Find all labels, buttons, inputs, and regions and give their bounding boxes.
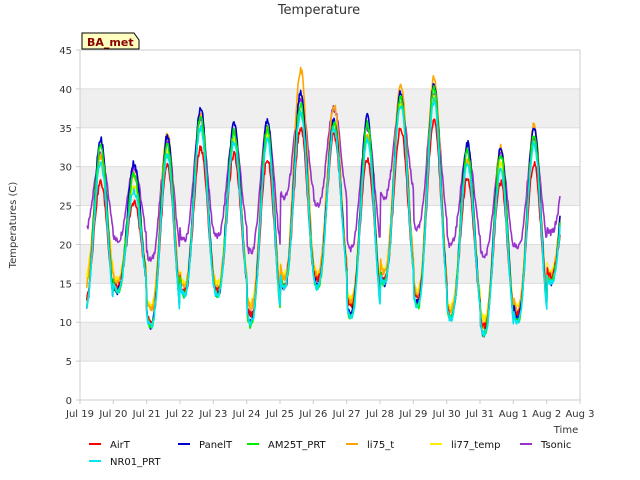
legend-item-am25t_prt: AM25T_PRT (247, 440, 327, 451)
ba-met-badge: BA_met (81, 32, 140, 50)
legend-item-nr01_prt: NR01_PRT (89, 457, 161, 468)
legend-item-li77_temp: li77_temp (430, 440, 500, 451)
axes: 0 5 10 15 20 25 30 35 40 45 Jul 19 Jul 20 Jul 21 Jul … (59, 46, 594, 420)
y-tick-label: 45 (59, 46, 72, 57)
y-tick-label: 5 (66, 357, 72, 368)
y-tick-label: 30 (59, 163, 72, 174)
legend-label: Tsonic (540, 440, 571, 451)
grid-band (80, 244, 580, 284)
x-tick-label: Aug 3 (565, 409, 594, 420)
x-tick-label: Jul 31 (465, 409, 494, 420)
y-tick-label: 10 (59, 318, 72, 329)
legend-item-airt: AirT (89, 440, 131, 451)
x-tick-label: Jul 25 (265, 409, 294, 420)
x-tick-label: Aug 1 (499, 409, 528, 420)
y-tick-label: 0 (66, 396, 72, 407)
legend: AirT PanelT AM25T_PRT li75_t li77_temp Tsonic… (89, 440, 571, 468)
y-tick-label: 40 (59, 85, 72, 96)
legend-label: li75_t (367, 440, 394, 451)
y-axis-label: Temperatures (C) (8, 182, 19, 270)
x-tick-label: Jul 19 (65, 409, 94, 420)
y-tick-label: 25 (59, 202, 72, 213)
x-tick-label: Jul 22 (165, 409, 194, 420)
legend-label: NR01_PRT (110, 457, 161, 468)
x-axis-label: Time (553, 425, 578, 436)
chart-title: Temperature (277, 3, 360, 18)
legend-item-tsonic: Tsonic (520, 440, 571, 451)
x-tick-label: Jul 23 (198, 409, 227, 420)
y-tick-label: 20 (59, 240, 72, 251)
x-tick-label: Jul 20 (98, 409, 127, 420)
badge-label: BA_met (87, 36, 134, 49)
series-line-nr01_prt (85, 96, 561, 337)
x-tick-label: Aug 2 (532, 409, 561, 420)
y-tick-label: 15 (59, 279, 72, 290)
x-tick-label: Jul 24 (232, 409, 261, 420)
series-lines (85, 66, 561, 338)
x-tick-label: Jul 27 (332, 409, 361, 420)
x-tick-label: Jul 30 (432, 409, 461, 420)
legend-item-li75_t: li75_t (346, 440, 394, 451)
x-tick-label: Jul 29 (398, 409, 427, 420)
plot-background (80, 49, 580, 401)
x-tick-label: Jul 28 (365, 409, 394, 420)
legend-label: AM25T_PRT (268, 440, 327, 451)
grid-band (80, 322, 580, 362)
legend-label: AirT (110, 440, 131, 451)
legend-item-panelt: PanelT (178, 440, 233, 451)
legend-label: PanelT (199, 440, 233, 451)
x-tick-label: Jul 26 (298, 409, 327, 420)
legend-label: li77_temp (451, 440, 500, 451)
x-tick-label: Jul 21 (132, 409, 161, 420)
y-tick-label: 35 (59, 124, 72, 135)
